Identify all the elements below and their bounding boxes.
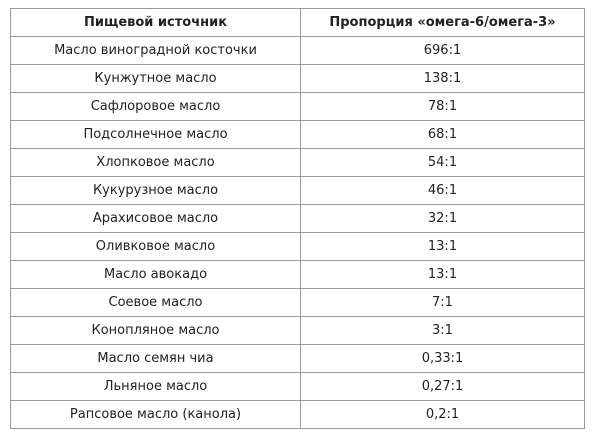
omega-ratio-table: Пищевой источник Пропорция «омега-6/омег… (10, 8, 585, 429)
table-row: Хлопковое масло 54:1 (10, 148, 585, 177)
table-row: Рапсовое масло (канола) 0,2:1 (10, 400, 585, 429)
ratio-cell: 696:1 (300, 36, 585, 65)
table-row: Кунжутное масло 138:1 (10, 64, 585, 93)
ratio-cell: 54:1 (300, 148, 585, 177)
food-source-cell: Рапсовое масло (канола) (10, 400, 301, 429)
table-row: Подсолнечное масло 68:1 (10, 120, 585, 149)
table-row: Конопляное масло 3:1 (10, 316, 585, 345)
food-source-cell: Соевое масло (10, 288, 301, 317)
ratio-cell: 46:1 (300, 176, 585, 205)
food-source-cell: Масло семян чиа (10, 344, 301, 373)
table-row: Льняное масло 0,27:1 (10, 372, 585, 401)
header-row: Пищевой источник Пропорция «омега-6/омег… (10, 8, 585, 37)
table-row: Масло семян чиа 0,33:1 (10, 344, 585, 373)
ratio-cell: 138:1 (300, 64, 585, 93)
food-source-cell: Масло авокадо (10, 260, 301, 289)
ratio-cell: 0,27:1 (300, 372, 585, 401)
food-source-cell: Хлопковое масло (10, 148, 301, 177)
table-row: Масло виноградной косточки 696:1 (10, 36, 585, 65)
food-source-cell: Подсолнечное масло (10, 120, 301, 149)
ratio-cell: 32:1 (300, 204, 585, 233)
table-row: Оливковое масло 13:1 (10, 232, 585, 261)
table-row: Кукурузное масло 46:1 (10, 176, 585, 205)
food-source-cell: Конопляное масло (10, 316, 301, 345)
table-row: Масло авокадо 13:1 (10, 260, 585, 289)
food-source-cell: Кунжутное масло (10, 64, 301, 93)
food-source-cell: Оливковое масло (10, 232, 301, 261)
table-row: Соевое масло 7:1 (10, 288, 585, 317)
table-row: Арахисовое масло 32:1 (10, 204, 585, 233)
ratio-cell: 13:1 (300, 232, 585, 261)
ratio-cell: 0,2:1 (300, 400, 585, 429)
food-source-cell: Масло виноградной косточки (10, 36, 301, 65)
food-source-cell: Льняное масло (10, 372, 301, 401)
table-header: Пищевой источник Пропорция «омега-6/омег… (10, 8, 585, 37)
ratio-cell: 3:1 (300, 316, 585, 345)
table-body: Масло виноградной косточки 696:1 Кунжутн… (10, 36, 585, 429)
header-omega-ratio: Пропорция «омега-6/омега-3» (300, 8, 585, 37)
ratio-cell: 78:1 (300, 92, 585, 121)
table-row: Сафлоровое масло 78:1 (10, 92, 585, 121)
header-food-source: Пищевой источник (10, 8, 301, 37)
ratio-cell: 0,33:1 (300, 344, 585, 373)
food-source-cell: Кукурузное масло (10, 176, 301, 205)
ratio-cell: 13:1 (300, 260, 585, 289)
food-source-cell: Арахисовое масло (10, 204, 301, 233)
ratio-cell: 68:1 (300, 120, 585, 149)
food-source-cell: Сафлоровое масло (10, 92, 301, 121)
ratio-cell: 7:1 (300, 288, 585, 317)
